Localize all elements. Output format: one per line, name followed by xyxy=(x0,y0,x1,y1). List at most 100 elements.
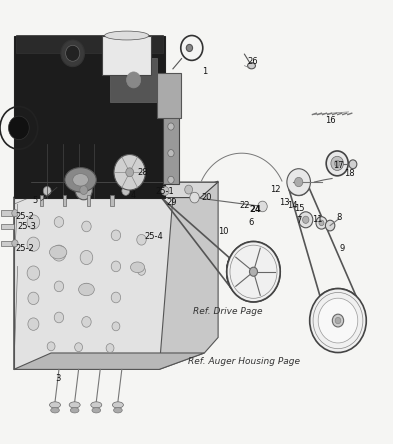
Circle shape xyxy=(75,180,92,200)
Ellipse shape xyxy=(105,31,149,40)
Polygon shape xyxy=(14,353,204,369)
Circle shape xyxy=(161,186,169,195)
Circle shape xyxy=(47,342,55,351)
Circle shape xyxy=(335,317,341,324)
Circle shape xyxy=(28,318,39,330)
Text: 11: 11 xyxy=(312,215,323,224)
Circle shape xyxy=(137,234,146,245)
Bar xyxy=(63,195,66,206)
Circle shape xyxy=(79,186,86,195)
Ellipse shape xyxy=(248,63,255,69)
Circle shape xyxy=(75,343,83,352)
Circle shape xyxy=(122,186,130,195)
Circle shape xyxy=(12,240,18,247)
Text: 5: 5 xyxy=(32,196,37,205)
Text: 16: 16 xyxy=(325,116,336,125)
Circle shape xyxy=(111,261,121,272)
Circle shape xyxy=(82,221,91,232)
Text: 25-3: 25-3 xyxy=(17,222,36,231)
Circle shape xyxy=(54,312,64,323)
Ellipse shape xyxy=(79,283,94,296)
Text: Ref. Drive Page: Ref. Drive Page xyxy=(193,307,263,316)
Text: 8: 8 xyxy=(336,213,342,222)
Circle shape xyxy=(66,45,80,61)
Circle shape xyxy=(258,201,267,212)
Circle shape xyxy=(12,210,18,217)
Ellipse shape xyxy=(69,402,80,408)
Circle shape xyxy=(54,281,64,292)
Ellipse shape xyxy=(50,402,61,408)
Ellipse shape xyxy=(92,408,101,413)
Text: 4: 4 xyxy=(131,191,136,200)
Bar xyxy=(14,36,165,198)
Circle shape xyxy=(332,314,343,327)
Bar xyxy=(1,224,14,229)
Circle shape xyxy=(318,298,358,343)
Circle shape xyxy=(299,212,313,228)
Circle shape xyxy=(316,217,327,229)
Circle shape xyxy=(52,245,66,261)
Ellipse shape xyxy=(112,402,123,408)
Circle shape xyxy=(61,40,84,67)
Bar xyxy=(1,210,15,216)
Circle shape xyxy=(168,176,174,183)
Text: 20: 20 xyxy=(201,193,211,202)
Bar xyxy=(102,36,151,75)
Circle shape xyxy=(227,242,280,302)
Polygon shape xyxy=(14,182,218,198)
Circle shape xyxy=(331,156,343,170)
Bar xyxy=(1,241,15,246)
Text: 25-4: 25-4 xyxy=(144,232,163,241)
Text: 12: 12 xyxy=(270,185,280,194)
Text: 22: 22 xyxy=(239,201,250,210)
Circle shape xyxy=(114,155,145,190)
Ellipse shape xyxy=(73,174,88,186)
Circle shape xyxy=(54,217,64,227)
Circle shape xyxy=(9,116,29,139)
Text: Ref. Auger Housing Page: Ref. Auger Housing Page xyxy=(188,357,299,366)
Text: 25-2: 25-2 xyxy=(15,212,34,221)
Text: 7: 7 xyxy=(297,216,302,225)
Text: 25-1: 25-1 xyxy=(156,187,174,196)
Circle shape xyxy=(287,169,310,195)
Circle shape xyxy=(190,192,199,203)
Ellipse shape xyxy=(50,246,67,259)
Polygon shape xyxy=(159,181,218,369)
Bar xyxy=(40,195,43,206)
Text: 13: 13 xyxy=(279,198,290,206)
Circle shape xyxy=(127,72,141,88)
Text: 1: 1 xyxy=(202,67,207,76)
Circle shape xyxy=(186,44,193,52)
Circle shape xyxy=(27,215,40,229)
Circle shape xyxy=(250,267,257,276)
Circle shape xyxy=(28,292,39,305)
Circle shape xyxy=(168,123,174,130)
Bar xyxy=(87,195,90,206)
Bar xyxy=(157,73,181,118)
Circle shape xyxy=(168,150,174,157)
Circle shape xyxy=(326,151,348,176)
Text: 9: 9 xyxy=(339,244,345,253)
Ellipse shape xyxy=(65,168,96,192)
Circle shape xyxy=(310,289,366,353)
Ellipse shape xyxy=(51,408,59,413)
Ellipse shape xyxy=(91,402,102,408)
Circle shape xyxy=(80,186,88,194)
Circle shape xyxy=(27,266,40,280)
Circle shape xyxy=(334,160,340,166)
Bar xyxy=(110,195,114,206)
Circle shape xyxy=(43,186,51,195)
Circle shape xyxy=(106,344,114,353)
Circle shape xyxy=(295,178,303,186)
Circle shape xyxy=(111,292,121,303)
Text: 10: 10 xyxy=(218,227,228,236)
Circle shape xyxy=(82,283,91,294)
Circle shape xyxy=(185,185,193,194)
Circle shape xyxy=(349,160,357,169)
Circle shape xyxy=(27,237,40,251)
Bar xyxy=(110,58,157,102)
Text: 26: 26 xyxy=(248,57,259,66)
Circle shape xyxy=(319,220,324,226)
Text: 6: 6 xyxy=(249,218,254,226)
Circle shape xyxy=(111,230,121,241)
